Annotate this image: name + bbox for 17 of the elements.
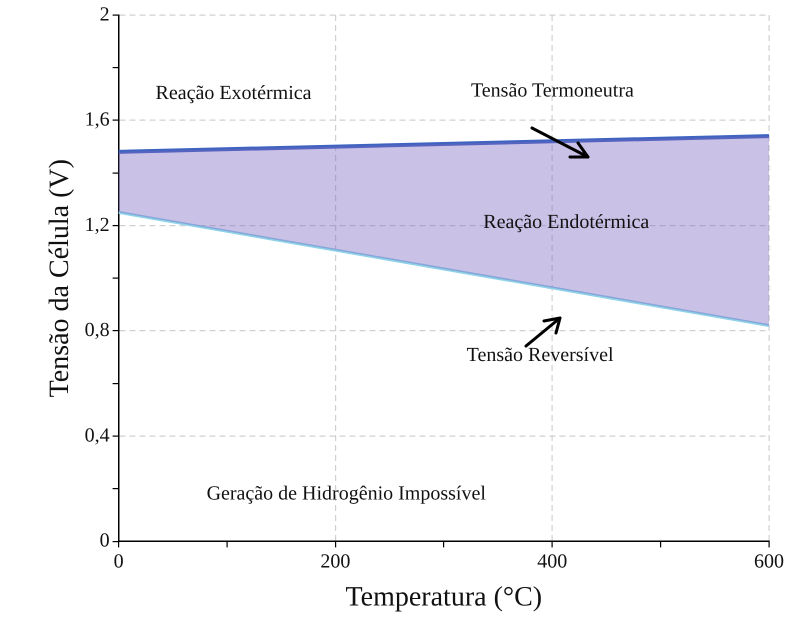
y-tick-label: 0,4 [84, 424, 110, 446]
y-tick-label: 2 [100, 3, 110, 26]
y-tick-label: 1,2 [84, 214, 110, 236]
x-tick-label: 600 [754, 550, 784, 573]
annotation: Reação Endotérmica [483, 211, 650, 234]
annotation: Geração de Hidrogênio Impossível [206, 482, 486, 504]
x-axis-title: Temperatura (°C) [346, 582, 542, 613]
annotation: Reação Exotérmica [155, 82, 312, 104]
text: Tensão Reversível [466, 344, 614, 366]
x-tick-label: 200 [320, 550, 350, 573]
y-tick-label: 0,8 [84, 319, 110, 342]
x-tick-label: 0 [114, 550, 124, 573]
y-axis-title: Tensão da Célula (V) [44, 159, 76, 398]
x-tick-label: 400 [537, 550, 568, 573]
y-tick-label: 1,6 [84, 108, 110, 131]
series-label: Tensão Termoneutra [470, 80, 634, 102]
y-tick-label: 0 [100, 530, 110, 552]
